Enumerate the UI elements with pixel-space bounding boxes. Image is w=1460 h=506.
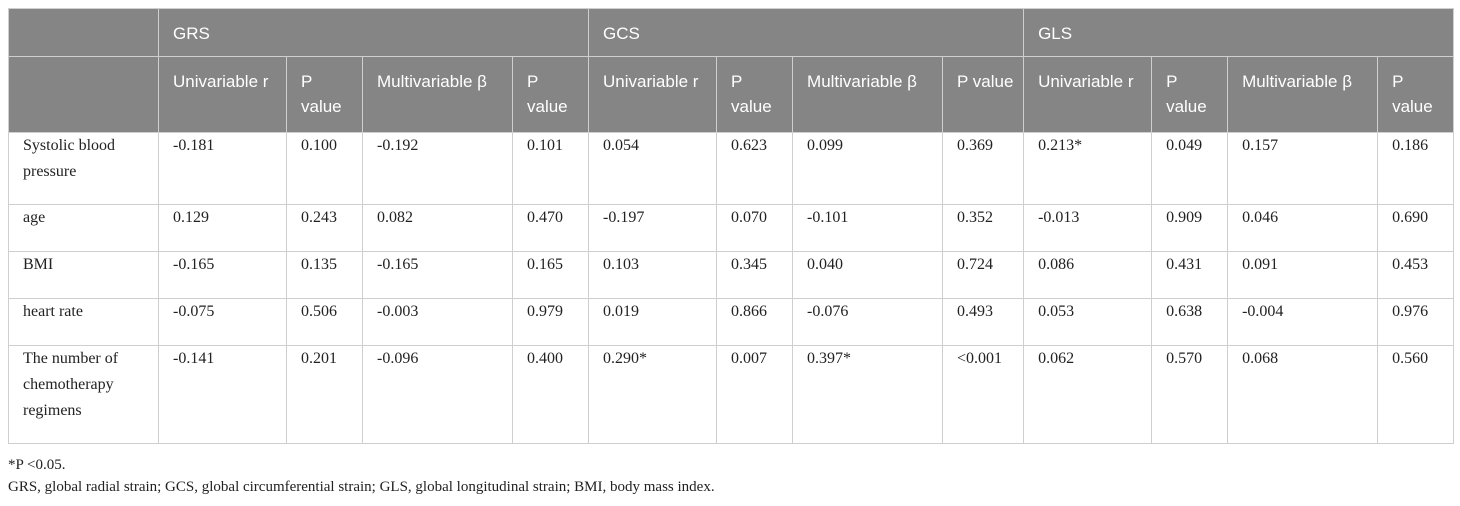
table-cell: 0.070 [716, 204, 794, 252]
subheader-cell: P value [942, 56, 1025, 133]
table-cell: 0.506 [286, 298, 363, 346]
table-cell: 0.046 [1227, 204, 1379, 252]
table-cell: 0.724 [942, 251, 1025, 299]
subheader-cell: P value [286, 56, 363, 133]
table-row: Systolic blood pressure -0.181 0.100 -0.… [8, 132, 1455, 205]
table-cell: 0.129 [158, 204, 287, 252]
table-body: Systolic blood pressure -0.181 0.100 -0.… [8, 132, 1455, 444]
table-cell: 0.638 [1151, 298, 1229, 346]
table-cell: 0.560 [1377, 345, 1455, 444]
table-cell: 0.068 [1227, 345, 1379, 444]
table-row: The number of chemotherapy regimens -0.1… [8, 345, 1455, 444]
table-footnotes: *P <0.05. GRS, global radial strain; GCS… [8, 454, 715, 498]
table-cell: 0.007 [716, 345, 794, 444]
table-cell: 0.103 [588, 251, 718, 299]
table-row: heart rate -0.075 0.506 -0.003 0.979 0.0… [8, 298, 1455, 346]
table-cell: 0.091 [1227, 251, 1379, 299]
table-cell: 0.345 [716, 251, 794, 299]
abbreviations-footnote: GRS, global radial strain; GCS, global c… [8, 479, 715, 495]
table-cell: 0.100 [286, 132, 363, 205]
table-cell: 0.290* [588, 345, 718, 444]
table-cell: -0.192 [362, 132, 513, 205]
row-label: BMI [8, 251, 159, 299]
table-cell: 0.040 [792, 251, 944, 299]
subheader-cell: P value [511, 56, 590, 133]
corner-cell [8, 56, 159, 133]
table-cell: 0.243 [286, 204, 363, 252]
table-row: BMI -0.165 0.135 -0.165 0.165 0.103 0.34… [8, 251, 1455, 299]
subheader-cell: Multivariable β [792, 56, 944, 133]
table-cell: 0.054 [588, 132, 718, 205]
table-cell: 0.400 [511, 345, 590, 444]
table-cell: 0.493 [942, 298, 1025, 346]
table-cell: 0.623 [716, 132, 794, 205]
subheader-cell: P value [1377, 56, 1455, 133]
table-cell: -0.165 [158, 251, 287, 299]
table-cell: -0.013 [1023, 204, 1153, 252]
table-cell: -0.141 [158, 345, 287, 444]
table-cell: 0.049 [1151, 132, 1229, 205]
table-cell: -0.181 [158, 132, 287, 205]
table-cell: 0.976 [1377, 298, 1455, 346]
table-cell: -0.101 [792, 204, 944, 252]
table-cell: 0.101 [511, 132, 590, 205]
subheader-cell: P value [716, 56, 794, 133]
subheader-row: Univariable r P value Multivariable β P … [8, 56, 1455, 133]
table-cell: -0.004 [1227, 298, 1379, 346]
subheader-cell: Multivariable β [1227, 56, 1379, 133]
significance-footnote: *P <0.05. [8, 457, 66, 473]
table-cell: <0.001 [942, 345, 1025, 444]
group-header-row: GRS GCS GLS [8, 8, 1455, 57]
table-cell: 0.470 [511, 204, 590, 252]
row-label: Systolic blood pressure [8, 132, 159, 205]
table-cell: 0.866 [716, 298, 794, 346]
table-cell: 0.690 [1377, 204, 1455, 252]
subheader-cell: Univariable r [158, 56, 287, 133]
table-cell: 0.019 [588, 298, 718, 346]
subheader-cell: Univariable r [588, 56, 718, 133]
table-cell: -0.165 [362, 251, 513, 299]
group-header-gcs: GCS [588, 8, 1025, 57]
table-cell: 0.186 [1377, 132, 1455, 205]
table-cell: 0.062 [1023, 345, 1153, 444]
table-cell: 0.086 [1023, 251, 1153, 299]
table-cell: 0.352 [942, 204, 1025, 252]
group-header-gls: GLS [1023, 8, 1455, 57]
table-cell: 0.201 [286, 345, 363, 444]
corner-cell [8, 8, 159, 57]
table-cell: -0.075 [158, 298, 287, 346]
subheader-cell: Multivariable β [362, 56, 513, 133]
table-cell: 0.099 [792, 132, 944, 205]
table-cell: 0.397* [792, 345, 944, 444]
row-label: heart rate [8, 298, 159, 346]
table-cell: -0.003 [362, 298, 513, 346]
table-row: age 0.129 0.243 0.082 0.470 -0.197 0.070… [8, 204, 1455, 252]
table-cell: 0.053 [1023, 298, 1153, 346]
table-cell: 0.157 [1227, 132, 1379, 205]
table-cell: 0.453 [1377, 251, 1455, 299]
table-cell: -0.096 [362, 345, 513, 444]
table-cell: 0.135 [286, 251, 363, 299]
table-cell: 0.082 [362, 204, 513, 252]
table-cell: 0.369 [942, 132, 1025, 205]
row-label: The number of chemotherapy regimens [8, 345, 159, 444]
results-table: GRS GCS GLS Univariable r P value Multiv… [8, 8, 1455, 444]
table-header: GRS GCS GLS Univariable r P value Multiv… [8, 8, 1455, 133]
table-cell: 0.979 [511, 298, 590, 346]
subheader-cell: P value [1151, 56, 1229, 133]
row-label: age [8, 204, 159, 252]
table-cell: 0.570 [1151, 345, 1229, 444]
table-cell: 0.165 [511, 251, 590, 299]
table-cell: 0.909 [1151, 204, 1229, 252]
group-header-grs: GRS [157, 8, 590, 57]
table-cell: 0.213* [1023, 132, 1153, 205]
table-cell: -0.197 [588, 204, 718, 252]
table-cell: -0.076 [792, 298, 944, 346]
table-cell: 0.431 [1151, 251, 1229, 299]
subheader-cell: Univariable r [1023, 56, 1153, 133]
